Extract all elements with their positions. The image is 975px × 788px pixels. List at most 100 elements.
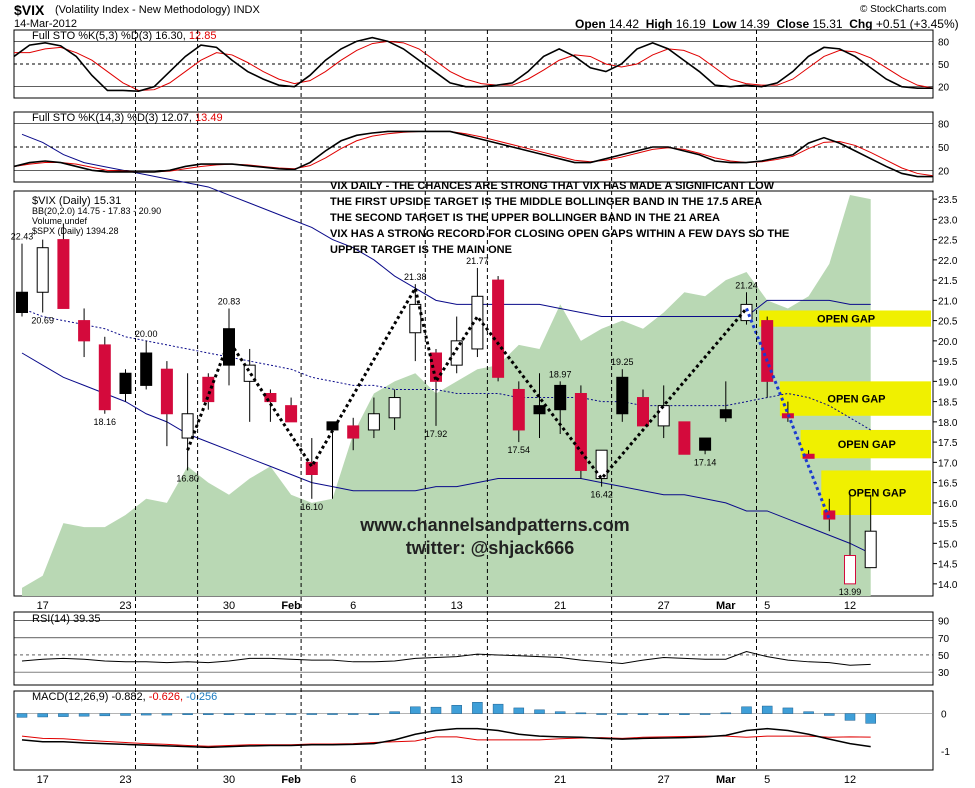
candle-body — [347, 425, 360, 439]
price-label: 20.69 — [31, 316, 54, 326]
macd-hist-bar — [368, 713, 380, 715]
candle-body — [864, 530, 877, 569]
macd-hist-bar — [782, 707, 794, 714]
main-ytick-label: 17.0 — [938, 458, 958, 469]
x-tick-label-bottom: 23 — [119, 774, 131, 786]
macd-hist-bar — [265, 713, 276, 715]
open-gap-box — [759, 310, 931, 327]
x-tick-label: 5 — [764, 600, 770, 612]
macd-hist-bar — [824, 713, 835, 716]
macd-hist-bar — [761, 705, 773, 714]
candle-body — [574, 393, 587, 471]
x-tick-label-bottom: 21 — [554, 774, 566, 786]
macd-title: MACD(12,26,9) -0.882, -0.626, -0.256 — [32, 691, 217, 703]
stoch-fast-panel: 20 50 80 Full STO %K(5,3) %D(3) 16.30, 12.8… — [13, 30, 950, 94]
x-tick-label: Mar — [716, 600, 736, 612]
legend-entry: BB(20,2.0) 14.75 - 17.83 - 20.90 — [32, 206, 161, 216]
legend-entry: Volume undef — [32, 216, 88, 226]
main-ytick-label: 20.5 — [938, 317, 958, 328]
close-label: Close — [776, 17, 810, 31]
open-gap-box — [779, 381, 931, 416]
candle-body — [181, 413, 194, 439]
projection-line — [745, 307, 831, 520]
price-label: 19.25 — [611, 357, 634, 367]
x-tick-label: 27 — [658, 600, 670, 612]
legend-entry: $VIX (Daily) 15.31 — [32, 195, 121, 207]
macd-title-red: -0.626, — [149, 691, 186, 703]
candle-body — [719, 409, 732, 419]
open-gap-label: OPEN GAP — [838, 439, 896, 451]
macd-hist-bar — [99, 713, 111, 717]
macd-hist-bar — [347, 713, 359, 715]
sto-slow-ytick-label: 80 — [938, 120, 950, 131]
price-label: 16.10 — [301, 502, 324, 512]
x-tick-label-bottom: 12 — [844, 774, 856, 786]
macd-hist-bar — [16, 713, 28, 718]
candle-body — [595, 449, 608, 480]
low-label: Low — [712, 17, 737, 31]
macd-title-blue: -0.256 — [186, 691, 217, 703]
main-ytick-label: 17.5 — [938, 438, 958, 449]
spx-area-fill — [22, 195, 871, 597]
candle-body — [98, 344, 111, 411]
macd-ytick-label: -1 — [941, 747, 950, 758]
x-tick-label: 12 — [844, 600, 856, 612]
price-label: 13.99 — [839, 587, 862, 597]
macd-hist-bar — [306, 713, 318, 715]
main-ytick-label: 21.0 — [938, 296, 958, 307]
candle-body — [264, 393, 277, 403]
macd-hist-bar — [741, 706, 752, 714]
rsi-title: RSI(14) 39.35 — [32, 613, 100, 625]
macd-hist-bar — [699, 713, 711, 715]
candle-body — [740, 303, 753, 322]
macd-hist-bar — [140, 713, 152, 716]
open-value: 14.42 — [609, 17, 640, 31]
macd-hist-bar — [58, 713, 69, 717]
price-label: 16.42 — [590, 490, 613, 500]
macd-hist-bar — [161, 713, 173, 716]
annotation-line: VIX DAILY - THE CHANCES ARE STRONG THAT … — [330, 180, 775, 192]
annotation-line: UPPER TARGET IS THE MAIN ONE — [330, 244, 512, 256]
main-ytick-label: 18.0 — [938, 418, 958, 429]
header-ohlc: Open 14.42 High 16.19 Low 14.39 Close 15… — [575, 17, 959, 31]
macd-hist-bar — [389, 711, 400, 714]
x-tick-label-bottom: 6 — [350, 774, 356, 786]
rsi-ytick-label: 90 — [938, 617, 950, 628]
annotation-line: THE FIRST UPSIDE TARGET IS THE MIDDLE BO… — [330, 196, 762, 208]
candle-body — [616, 376, 629, 415]
low-value: 14.39 — [739, 17, 770, 31]
open-gap-box — [800, 429, 931, 459]
x-tick-label: 21 — [554, 600, 566, 612]
open-gap-label: OPEN GAP — [827, 394, 885, 406]
candle-body — [36, 247, 49, 293]
macd-hist-bar — [534, 709, 545, 714]
macd-hist-bar — [472, 702, 483, 714]
candle-body — [57, 239, 70, 309]
price-label: 16.80 — [176, 473, 199, 483]
rsi-ytick-label: 30 — [938, 668, 950, 679]
macd-hist-bar — [410, 706, 421, 714]
rsi-line — [21, 650, 871, 666]
macd-hist-bar — [844, 713, 856, 721]
x-tick-label: 30 — [223, 600, 235, 612]
candle-body — [657, 405, 670, 427]
candle-body — [512, 388, 525, 431]
macd-hist-bar — [451, 705, 462, 714]
credit: © StockCharts.com — [860, 4, 947, 15]
main-ytick-label: 15.0 — [938, 539, 958, 550]
chg-value: +0.51 (+3.45%) — [875, 17, 959, 31]
candle-body — [492, 279, 505, 378]
macd-hist-bar — [803, 711, 814, 714]
open-gap-box — [821, 470, 931, 515]
price-label: 18.16 — [94, 417, 117, 427]
macd-hist-bar — [203, 713, 214, 715]
legend-entry: $SPX (Daily) 1394.28 — [32, 226, 119, 236]
macd-hist-bar — [637, 713, 649, 715]
macd-hist-bar — [182, 713, 193, 715]
macd-hist-bar — [492, 703, 504, 714]
candle-body — [699, 437, 712, 451]
x-tick-label: Feb — [281, 600, 301, 612]
macd-hist-bar — [596, 713, 607, 715]
candle-body — [844, 555, 856, 585]
